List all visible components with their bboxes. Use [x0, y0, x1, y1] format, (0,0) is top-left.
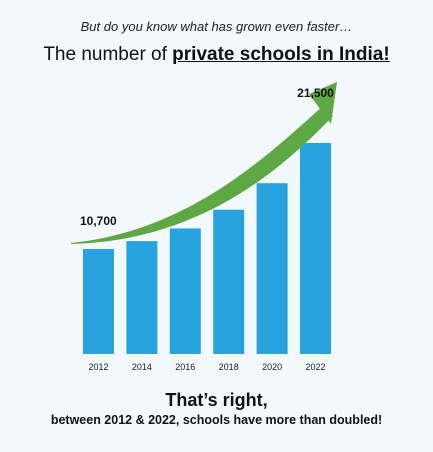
headline-emphasis: private schools in India! [172, 44, 390, 65]
tick-label-2014: 2014 [132, 362, 152, 372]
tick-label-2018: 2018 [219, 362, 239, 372]
intro-text: But do you know what has grown even fast… [80, 19, 353, 34]
bar-2020 [256, 183, 288, 354]
tick-label-2016: 2016 [175, 362, 195, 372]
trend-arrow-head [309, 82, 337, 124]
bar-2014 [126, 241, 158, 354]
bar-2018 [213, 209, 245, 354]
outro-subtitle: between 2012 & 2022, schools have more t… [50, 413, 383, 427]
headline-prefix: The number of [43, 44, 173, 65]
value-label-2022: 21,500 [297, 86, 334, 100]
bar-2012 [83, 249, 114, 354]
bar-chart: 2012 2014 2016 2018 2020 2022 10,700 21,500 [71, 82, 337, 372]
bar-2022 [300, 143, 331, 354]
tick-label-2020: 2020 [262, 362, 282, 372]
headline: The number of private schools in India! [0, 44, 433, 66]
outro-title: That’s right, [165, 390, 268, 410]
value-label-2012: 10,700 [80, 214, 117, 228]
tick-label-2012: 2012 [88, 362, 108, 372]
tick-label-2022: 2022 [305, 362, 325, 372]
bar-2016 [169, 228, 201, 354]
